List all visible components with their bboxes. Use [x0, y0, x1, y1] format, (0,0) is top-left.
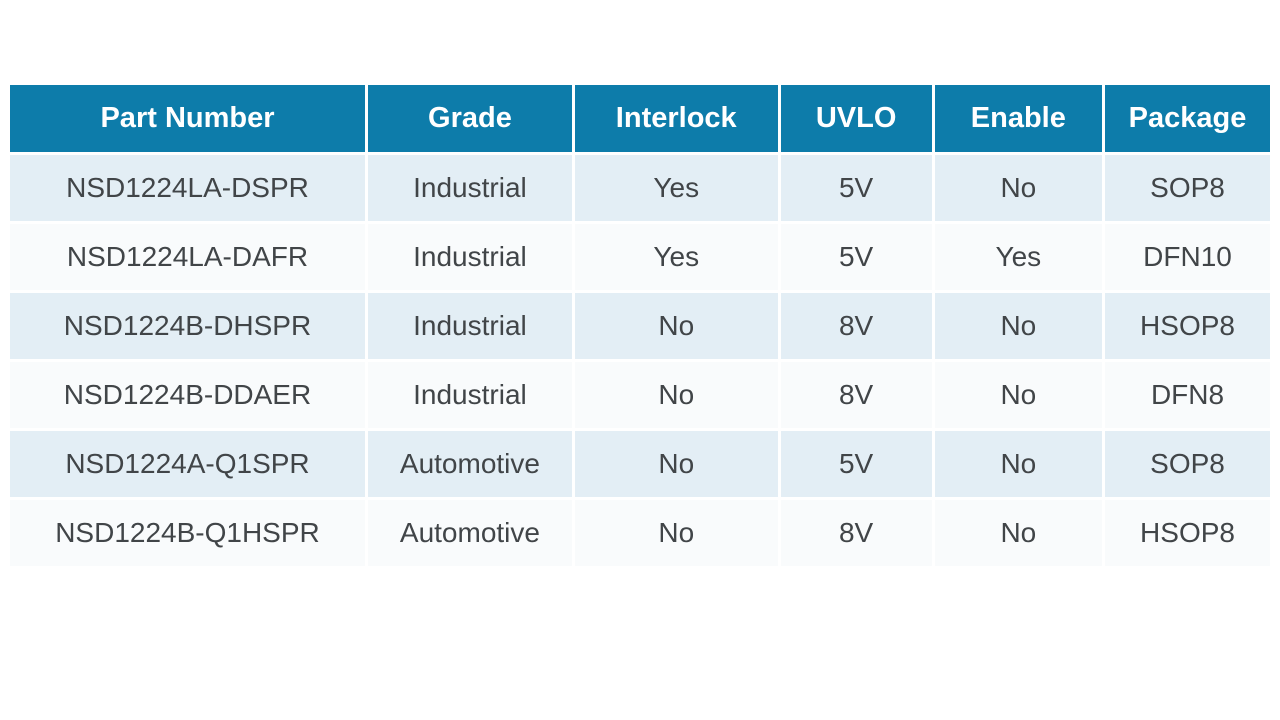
cell-interlock: No — [574, 431, 778, 497]
cell-grade: Industrial — [367, 362, 572, 428]
cell-uvlo: 8V — [780, 293, 932, 359]
cell-part-number: NSD1224B-Q1HSPR — [10, 500, 365, 566]
cell-enable: No — [934, 431, 1103, 497]
cell-uvlo: 5V — [780, 431, 932, 497]
cell-uvlo: 8V — [780, 500, 932, 566]
column-header-uvlo: UVLO — [780, 85, 932, 152]
table-row: NSD1224B-DHSPR Industrial No 8V No HSOP8 — [10, 293, 1270, 359]
parts-table-container: Part Number Grade Interlock UVLO Enable Packa… — [7, 82, 1273, 569]
cell-grade: Automotive — [367, 500, 572, 566]
cell-part-number: NSD1224A-Q1SPR — [10, 431, 365, 497]
column-header-grade: Grade — [367, 85, 572, 152]
cell-grade: Industrial — [367, 155, 572, 221]
cell-enable: No — [934, 362, 1103, 428]
cell-enable: Yes — [934, 224, 1103, 290]
column-header-interlock: Interlock — [574, 85, 778, 152]
cell-package: DFN10 — [1105, 224, 1270, 290]
table-header: Part Number Grade Interlock UVLO Enable Packa… — [10, 85, 1270, 152]
cell-part-number: NSD1224B-DHSPR — [10, 293, 365, 359]
cell-package: HSOP8 — [1105, 293, 1270, 359]
cell-enable: No — [934, 500, 1103, 566]
column-header-enable: Enable — [934, 85, 1103, 152]
cell-enable: No — [934, 293, 1103, 359]
cell-interlock: No — [574, 293, 778, 359]
cell-grade: Industrial — [367, 293, 572, 359]
table-row: NSD1224LA-DAFR Industrial Yes 5V Yes DFN10 — [10, 224, 1270, 290]
cell-part-number: NSD1224LA-DSPR — [10, 155, 365, 221]
table-row: NSD1224A-Q1SPR Automotive No 5V No SOP8 — [10, 431, 1270, 497]
table-row: NSD1224B-DDAER Industrial No 8V No DFN8 — [10, 362, 1270, 428]
cell-package: SOP8 — [1105, 155, 1270, 221]
cell-interlock: No — [574, 500, 778, 566]
cell-package: HSOP8 — [1105, 500, 1270, 566]
cell-grade: Industrial — [367, 224, 572, 290]
cell-package: SOP8 — [1105, 431, 1270, 497]
cell-uvlo: 8V — [780, 362, 932, 428]
cell-uvlo: 5V — [780, 224, 932, 290]
cell-interlock: No — [574, 362, 778, 428]
header-row: Part Number Grade Interlock UVLO Enable Packa… — [10, 85, 1270, 152]
parts-selection-table: Part Number Grade Interlock UVLO Enable Packa… — [7, 82, 1273, 569]
column-header-part-number: Part Number — [10, 85, 365, 152]
cell-grade: Automotive — [367, 431, 572, 497]
cell-package: DFN8 — [1105, 362, 1270, 428]
table-body: NSD1224LA-DSPR Industrial Yes 5V No SOP8 NSD12… — [10, 155, 1270, 566]
table-row: NSD1224LA-DSPR Industrial Yes 5V No SOP8 — [10, 155, 1270, 221]
cell-part-number: NSD1224LA-DAFR — [10, 224, 365, 290]
cell-uvlo: 5V — [780, 155, 932, 221]
column-header-package: Package — [1105, 85, 1270, 152]
table-row: NSD1224B-Q1HSPR Automotive No 8V No HSOP8 — [10, 500, 1270, 566]
cell-interlock: Yes — [574, 155, 778, 221]
cell-interlock: Yes — [574, 224, 778, 290]
cell-enable: No — [934, 155, 1103, 221]
cell-part-number: NSD1224B-DDAER — [10, 362, 365, 428]
